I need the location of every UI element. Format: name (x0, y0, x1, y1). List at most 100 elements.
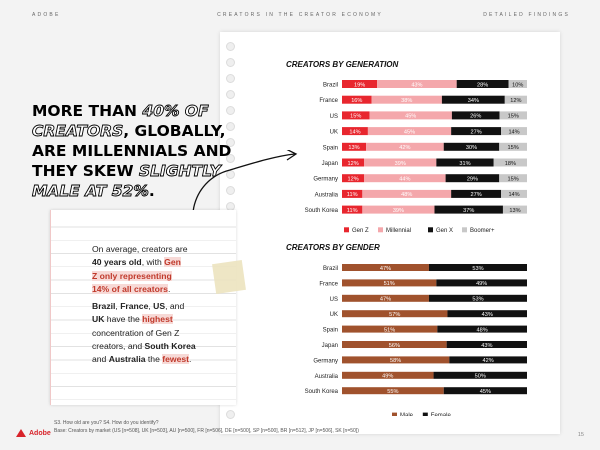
bar-segment (447, 310, 527, 318)
category-label: France (319, 98, 338, 104)
note-emphasis: South Korea (144, 340, 196, 351)
bar-segment (369, 111, 452, 120)
category-label: Australia (315, 374, 339, 380)
footnote-base: Base: Creators by market (US [n=508], UK… (54, 428, 359, 434)
bar-segment (342, 111, 370, 120)
bar-segment (443, 142, 500, 151)
category-label: Germany (313, 177, 338, 183)
note-highlight: Z only representing (92, 270, 172, 281)
note-text: and (92, 354, 109, 365)
note-emphasis: US (153, 301, 166, 311)
note-highlight: highest (142, 314, 173, 325)
gender-chart: Brazil 47% 53% France 51% 49% US 47% 53% UK 57% 43%… (305, 264, 527, 416)
headline-text: . (148, 182, 155, 200)
bar-segment (456, 80, 509, 88)
headline-emphasis: CREATORS (32, 122, 124, 141)
header-chapter: DETAILED FINDINGS (483, 12, 570, 18)
generation-chart-title: CREATORS BY GENERATION (286, 60, 399, 69)
adobe-logo: Adobe (16, 429, 51, 437)
bar-segment (501, 189, 527, 198)
headline-text: , GLOBALLY, (123, 122, 226, 140)
data-label: 56% (389, 343, 400, 349)
bar-segment (342, 310, 448, 318)
bar-segment (493, 158, 527, 167)
bar-segment (342, 158, 365, 167)
legend-label: Gen Z (352, 228, 369, 234)
data-label: 16% (351, 98, 362, 104)
bar-segment (501, 127, 527, 136)
legend-swatch (378, 227, 383, 233)
note-text: concentration of Gen Z (92, 327, 180, 338)
generation-chart: Brazil 19% 43% 28% 10% France 16% 38% 34% 12% US 15… (305, 80, 527, 234)
data-label: 47% (380, 297, 391, 303)
bar-segment (367, 127, 452, 136)
data-label: 11% (347, 192, 358, 198)
data-label: 51% (384, 327, 395, 333)
data-label: 48% (401, 192, 412, 198)
binder-hole (226, 410, 235, 419)
note-emphasis: Australia (108, 354, 146, 365)
note-text: the (145, 354, 163, 365)
adobe-logo-icon (16, 429, 26, 437)
data-label: 43% (482, 312, 493, 318)
note-paragraph-1: On average, creators are 40 years old, w… (92, 243, 222, 296)
data-label: 29% (467, 177, 478, 183)
data-label: 42% (483, 358, 494, 364)
data-label: 31% (459, 161, 470, 167)
data-label: 42% (399, 145, 410, 151)
category-label: UK (330, 312, 338, 318)
headline-text: MORE THAN (32, 102, 143, 120)
data-label: 14% (508, 129, 519, 135)
bar-segment (342, 356, 450, 364)
bar-segment (436, 279, 527, 287)
note-text: On average, creators are (92, 244, 188, 254)
data-label: 45% (480, 389, 491, 395)
bar-segment (451, 189, 502, 198)
headline-text: THEY SKEW (32, 162, 140, 180)
headline-emphasis: SLIGHTLY (139, 162, 222, 181)
category-label: Brazil (323, 83, 338, 89)
bar-segment (364, 174, 446, 183)
bar-segment (434, 205, 503, 214)
data-label: 55% (387, 389, 398, 395)
data-label: 14% (349, 129, 360, 135)
binder-hole (226, 90, 235, 99)
data-label: 28% (477, 82, 488, 88)
bar-segment (443, 387, 527, 395)
headline-emphasis: 40% OF (142, 102, 209, 121)
data-label: 53% (472, 266, 483, 272)
legend-swatch (428, 227, 433, 233)
data-label: 49% (382, 374, 393, 380)
binder-hole (226, 154, 235, 163)
note-emphasis: Brazil (92, 301, 116, 311)
bar-segment (342, 80, 378, 88)
data-label: 51% (384, 281, 395, 287)
binder-hole (226, 122, 235, 131)
data-label: 43% (481, 343, 492, 349)
bar-segment (433, 371, 527, 379)
bar-segment (508, 80, 527, 88)
bar-segment (451, 127, 502, 136)
bar-segment (499, 142, 527, 151)
note-emphasis: 40 years old (92, 257, 142, 268)
legend-swatch (392, 412, 397, 416)
data-label: 50% (475, 374, 486, 380)
footnote-questions: S3. How old are you? S4. How do you iden… (54, 420, 159, 426)
bar-segment (377, 80, 457, 88)
bar-segment (451, 111, 500, 120)
bar-segment (342, 279, 437, 287)
bar-segment (342, 294, 429, 302)
data-label: 15% (350, 114, 361, 120)
note-text: , (148, 301, 154, 311)
bar-segment (499, 174, 527, 183)
data-label: 47% (380, 266, 391, 272)
page-number: 15 (577, 432, 584, 438)
bar-segment (366, 142, 444, 151)
data-label: 37% (463, 208, 474, 214)
data-label: 43% (411, 82, 422, 88)
category-label: Spain (323, 145, 338, 151)
bar-segment (342, 189, 363, 198)
data-label: 53% (472, 297, 483, 303)
sticky-note (50, 210, 236, 405)
data-label: 30% (466, 145, 477, 151)
